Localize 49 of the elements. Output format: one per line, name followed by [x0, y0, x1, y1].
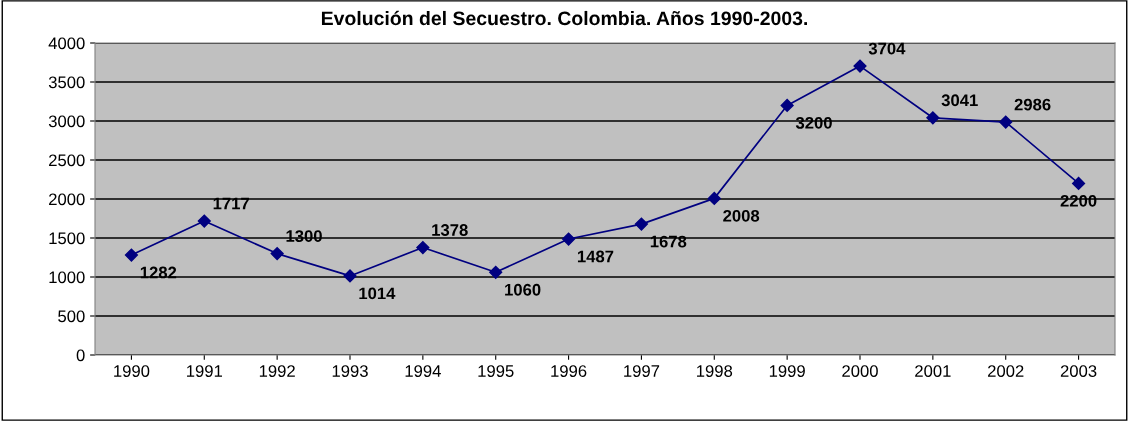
- data-label: 2008: [723, 209, 760, 222]
- y-tick-label: 3000: [48, 115, 85, 128]
- point: [634, 217, 649, 231]
- y-tick-label: 2500: [49, 154, 85, 167]
- x-tick-label: 2002: [988, 365, 1024, 377]
- point: [999, 115, 1013, 129]
- point: [561, 232, 576, 246]
- x-tick-label: 1995: [478, 365, 514, 377]
- point: [707, 191, 721, 205]
- y-tick-label: 2000: [49, 193, 85, 206]
- data-label: 3041: [941, 94, 978, 107]
- data-label: 1678: [650, 235, 687, 248]
- y-tick-label: 1000: [49, 271, 85, 284]
- x-tick-label: 1994: [405, 365, 441, 377]
- data-label: 1060: [505, 283, 541, 296]
- data-label: 1014: [359, 287, 396, 300]
- data-label: 2986: [1014, 98, 1051, 111]
- y-tick-label: 500: [58, 310, 85, 323]
- x-tick-label: 1998: [697, 365, 733, 377]
- y-tick-label: 3500: [48, 76, 85, 89]
- point: [780, 98, 794, 112]
- data-label: 1717: [213, 197, 249, 210]
- y-tick-label: 4000: [48, 37, 85, 50]
- chart-title: Evolución del Secuestro. Colombia. Años 1990-2003.: [321, 10, 808, 26]
- x-tick-label: 1992: [259, 365, 295, 377]
- x-tick-label: 1993: [332, 365, 368, 377]
- data-label: 1282: [140, 266, 177, 279]
- point: [124, 248, 139, 262]
- x-tick-label: 1991: [187, 365, 223, 377]
- x-tick-label: 1997: [624, 365, 660, 377]
- point: [197, 214, 211, 228]
- x-tick-label: 1996: [551, 365, 587, 377]
- data-label: 3704: [868, 42, 906, 55]
- point: [1071, 176, 1086, 190]
- point: [853, 59, 867, 73]
- x-tick-label: 1999: [769, 365, 805, 377]
- point: [489, 265, 503, 279]
- point: [416, 240, 430, 255]
- data-label: 1378: [432, 224, 468, 236]
- y-tick-label: 0: [76, 349, 85, 362]
- x-tick-label: 2001: [915, 365, 951, 377]
- point: [270, 247, 284, 261]
- point: [926, 111, 940, 125]
- y-tick-label: 1500: [49, 232, 85, 245]
- x-tick-label: 2003: [1060, 365, 1097, 377]
- point: [343, 269, 357, 283]
- data-label: 1487: [577, 250, 614, 263]
- x-tick-label: 2000: [842, 365, 878, 377]
- x-tick-label: 1990: [114, 365, 150, 377]
